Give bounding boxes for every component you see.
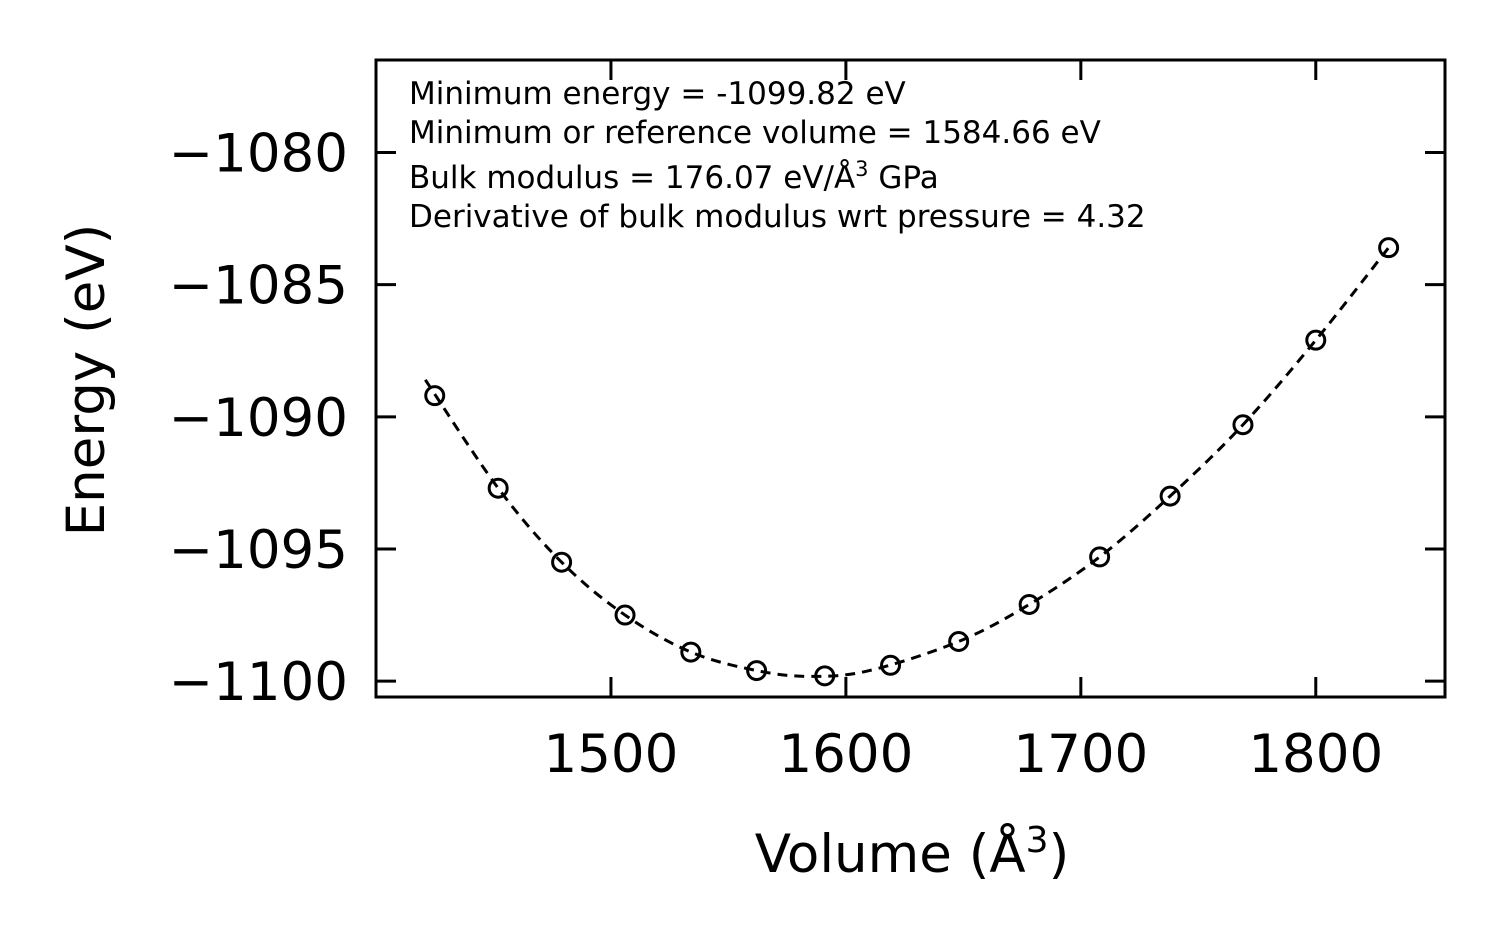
data-point: [1159, 485, 1181, 507]
data-point: [551, 551, 573, 573]
x-tick-label: 1600: [778, 724, 913, 785]
annotation-bulk-derivative: Derivative of bulk modulus wrt pressure …: [409, 199, 1146, 235]
data-point: [948, 630, 970, 652]
y-tick-label: −1085: [169, 256, 348, 317]
x-tick-label: 1800: [1248, 724, 1383, 785]
data-point: [1232, 414, 1254, 436]
annotation-min-energy: Minimum energy = -1099.82 eV: [409, 76, 906, 112]
annotation-bulk-modulus: Bulk modulus = 176.07 eV/Å3 GPa: [409, 157, 939, 196]
y-tick-label: −1095: [169, 520, 348, 581]
fit-curve: [424, 246, 1390, 678]
y-axis-title: Energy (eV): [56, 224, 117, 537]
annotation-min-volume: Minimum or reference volume = 1584.66 eV: [409, 115, 1101, 151]
x-tick-label: 1500: [543, 724, 678, 785]
data-point: [424, 385, 446, 407]
data-point: [1018, 593, 1040, 615]
x-axis-title: Volume (Å3): [755, 820, 1070, 885]
axis-ticks: [376, 60, 1445, 697]
data-point: [880, 654, 902, 676]
y-tick-label: −1100: [169, 652, 348, 713]
data-point: [814, 665, 836, 687]
x-tick-label: 1700: [1013, 724, 1148, 785]
axis-tick-labels: 1500 1600 1700 1800 −1080 −1085 −1090 −1095 −110…: [169, 124, 1384, 785]
data-point: [746, 660, 768, 682]
data-points: [424, 237, 1400, 687]
data-point: [614, 604, 636, 626]
y-tick-label: −1090: [169, 388, 348, 449]
data-point: [1305, 329, 1327, 351]
y-tick-label: −1080: [169, 124, 348, 185]
data-point: [680, 641, 702, 663]
data-point: [1089, 546, 1111, 568]
data-point: [487, 477, 509, 499]
data-point: [1378, 237, 1400, 259]
plot-frame: [374, 58, 1447, 699]
